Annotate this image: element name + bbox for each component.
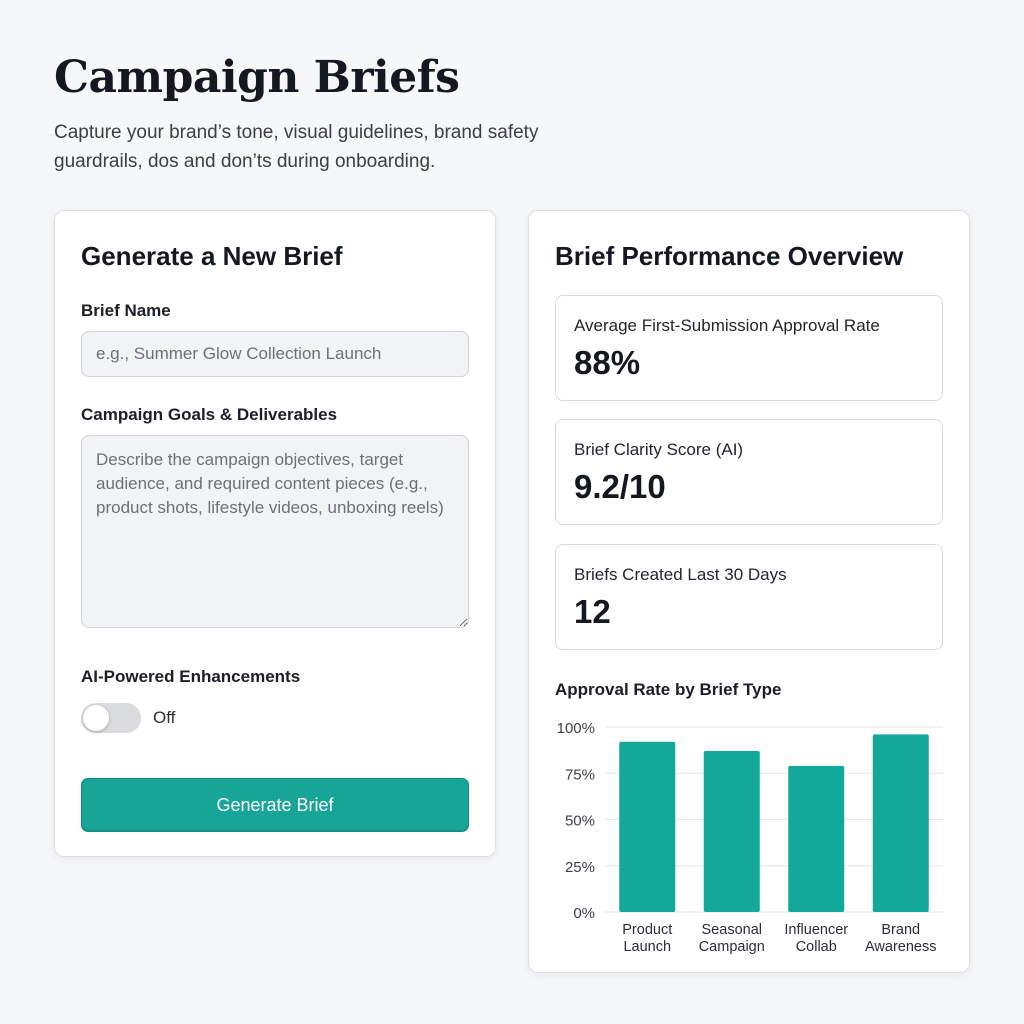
metric-value: 12 (574, 593, 611, 630)
x-tick-label: Influencer (784, 922, 848, 938)
x-tick-label: Launch (623, 939, 671, 955)
chart-title: Approval Rate by Brief Type (555, 680, 782, 699)
x-tick-label: Campaign (699, 939, 765, 955)
page-title: Campaign Briefs (54, 52, 460, 103)
bar (788, 765, 845, 912)
bar (619, 741, 676, 912)
x-tick-label: Product (622, 922, 672, 938)
performance-overview-card: Brief Performance Overview Average First… (528, 210, 970, 973)
x-tick-label: Seasonal (702, 922, 762, 938)
ai-enhancements-toggle[interactable] (81, 703, 141, 733)
metric-label: Brief Clarity Score (AI) (574, 440, 744, 459)
metric-label: Briefs Created Last 30 Days (574, 565, 787, 584)
x-tick-label: Collab (796, 939, 837, 955)
ai-enhancements-label: AI-Powered Enhancements (81, 667, 301, 686)
y-tick-label: 50% (565, 813, 595, 830)
campaign-goals-textarea[interactable] (81, 435, 469, 628)
metric-card-approval-rate: Average First-Submission Approval Rate 8… (555, 295, 943, 401)
performance-overview-title: Brief Performance Overview (555, 241, 904, 271)
brief-name-input[interactable] (81, 331, 469, 377)
campaign-goals-label: Campaign Goals & Deliverables (81, 405, 338, 424)
page-subtitle: Capture your brand’s tone, visual guidel… (54, 122, 539, 172)
metric-value: 88% (574, 344, 641, 381)
generate-brief-button[interactable]: Generate Brief (81, 778, 469, 832)
y-tick-label: 100% (557, 720, 595, 737)
y-tick-label: 75% (565, 766, 595, 783)
metric-card-briefs-created: Briefs Created Last 30 Days 12 (555, 544, 943, 650)
toggle-knob (83, 705, 109, 731)
metric-card-clarity-score: Brief Clarity Score (AI) 9.2/10 (555, 419, 943, 525)
y-tick-label: 25% (565, 859, 595, 876)
brief-name-label: Brief Name (81, 301, 171, 320)
y-tick-label: 0% (573, 905, 595, 922)
x-tick-label: Brand (881, 922, 920, 938)
toggle-state-label: Off (153, 708, 176, 727)
x-tick-label: Awareness (865, 939, 936, 955)
new-brief-card: Generate a New Brief Brief Name Campaign… (54, 210, 496, 857)
new-brief-title: Generate a New Brief (81, 241, 343, 271)
metric-value: 9.2/10 (574, 468, 666, 505)
metric-label: Average First-Submission Approval Rate (574, 316, 880, 335)
bar (872, 734, 929, 912)
bar (703, 751, 760, 912)
